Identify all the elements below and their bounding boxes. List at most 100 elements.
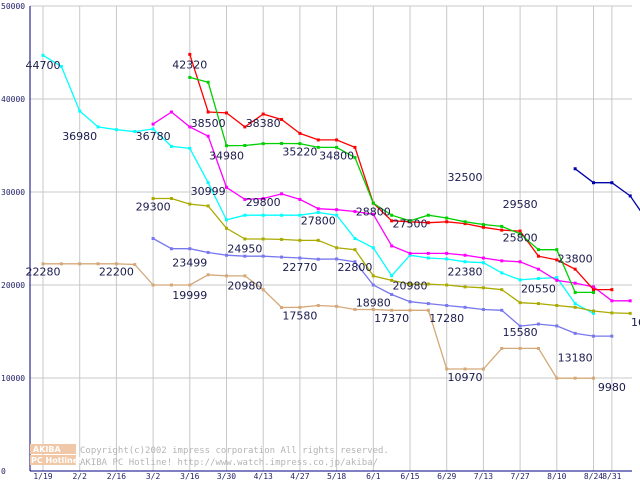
data-label: 34800 bbox=[319, 149, 354, 162]
series-point bbox=[188, 202, 192, 206]
series-point bbox=[426, 302, 430, 306]
series-point bbox=[316, 145, 320, 149]
series-point bbox=[114, 262, 118, 266]
series-point bbox=[573, 331, 577, 335]
grid bbox=[30, 5, 632, 472]
series-point bbox=[592, 288, 595, 292]
series-point bbox=[592, 309, 595, 313]
series-point bbox=[481, 225, 485, 229]
series-point bbox=[316, 303, 320, 307]
series-point bbox=[408, 251, 412, 255]
series-point bbox=[243, 197, 247, 201]
series-point bbox=[500, 346, 504, 350]
series-point bbox=[298, 131, 302, 135]
series-point bbox=[169, 144, 173, 148]
y-tick-label: 0 bbox=[1, 467, 6, 476]
data-label: 38380 bbox=[246, 117, 281, 130]
series-point bbox=[592, 311, 595, 315]
series-point bbox=[371, 246, 375, 250]
data-label: 15580 bbox=[503, 326, 538, 339]
series-point bbox=[481, 307, 485, 311]
data-label: 36780 bbox=[136, 130, 171, 143]
data-label: 24950 bbox=[227, 242, 262, 255]
series-point bbox=[518, 346, 522, 350]
series-point bbox=[261, 213, 265, 217]
series-point bbox=[261, 288, 265, 292]
logo-line1: AKIBA bbox=[33, 445, 61, 454]
series-point bbox=[371, 283, 375, 287]
data-label: 22200 bbox=[99, 266, 134, 279]
x-tick-label: 6/1 bbox=[366, 472, 381, 480]
series-point bbox=[426, 221, 430, 225]
data-label: 17370 bbox=[374, 312, 409, 325]
data-label: 42320 bbox=[172, 58, 207, 71]
series-point bbox=[408, 308, 412, 312]
series-point bbox=[536, 276, 540, 280]
series-lines bbox=[41, 52, 640, 380]
series-point bbox=[59, 64, 63, 68]
series-point bbox=[481, 367, 485, 371]
series-point bbox=[298, 213, 302, 217]
series-point bbox=[592, 181, 595, 185]
x-tick-label: 8/24 bbox=[584, 472, 603, 480]
data-label: 22380 bbox=[448, 266, 483, 279]
series-point bbox=[371, 212, 375, 216]
data-label: 22770 bbox=[282, 261, 317, 274]
x-tick-label: 2/16 bbox=[107, 472, 126, 480]
data-label: 29580 bbox=[503, 198, 538, 211]
data-label: 22280 bbox=[26, 266, 61, 279]
series-line-4 bbox=[189, 76, 594, 294]
series-point bbox=[206, 80, 210, 84]
series-point bbox=[206, 110, 210, 114]
data-label: 25800 bbox=[503, 231, 538, 244]
series-point bbox=[518, 232, 522, 236]
x-tick-label: 4/13 bbox=[254, 472, 273, 480]
data-label: 16950 bbox=[631, 316, 640, 329]
series-point bbox=[500, 259, 504, 263]
x-tick-label: 2/2 bbox=[72, 472, 87, 480]
data-label: 23800 bbox=[558, 253, 593, 266]
series-point bbox=[41, 53, 45, 57]
series-point bbox=[206, 204, 210, 208]
series-point bbox=[426, 251, 430, 255]
series-point bbox=[280, 213, 284, 217]
x-tick-label: 3/2 bbox=[146, 472, 161, 480]
series-point bbox=[426, 282, 430, 286]
series-point bbox=[426, 256, 430, 260]
series-point bbox=[280, 192, 284, 196]
data-label: 19999 bbox=[172, 289, 207, 302]
logo-line2: PC Hotline! bbox=[31, 456, 82, 465]
series-point bbox=[445, 251, 449, 255]
series-point bbox=[335, 304, 339, 308]
series-point bbox=[335, 246, 339, 250]
series-point bbox=[316, 138, 320, 142]
series-point bbox=[261, 112, 265, 116]
x-tick-label: 6/29 bbox=[437, 472, 456, 480]
data-label: 18980 bbox=[356, 296, 391, 309]
data-label: 36980 bbox=[62, 130, 97, 143]
series-point bbox=[500, 288, 504, 292]
series-point bbox=[390, 278, 394, 282]
series-point bbox=[628, 311, 632, 315]
y-tick-label: 50000 bbox=[1, 2, 25, 11]
series-point bbox=[390, 274, 394, 278]
x-tick-label: 5/18 bbox=[327, 472, 346, 480]
series-point bbox=[298, 197, 302, 201]
series-point bbox=[481, 223, 485, 227]
series-point bbox=[243, 254, 247, 258]
series-point bbox=[243, 125, 247, 129]
series-point bbox=[518, 324, 522, 328]
series-point bbox=[610, 299, 614, 303]
data-label: 20980 bbox=[227, 280, 262, 293]
series-line-7 bbox=[43, 263, 594, 379]
series-point bbox=[573, 302, 577, 306]
series-point bbox=[628, 194, 632, 198]
series-point bbox=[96, 262, 100, 266]
series-point bbox=[463, 260, 467, 264]
series-point bbox=[518, 229, 522, 233]
data-label: 38500 bbox=[191, 117, 226, 130]
series-point bbox=[573, 376, 577, 380]
